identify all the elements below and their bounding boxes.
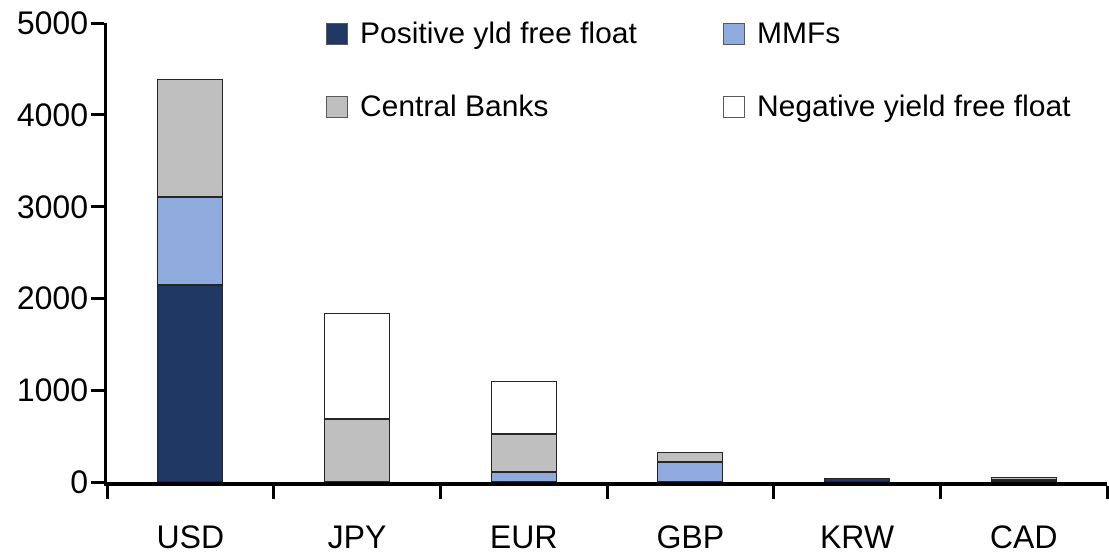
legend-item-negative-yield-free-float: Negative yield free float	[723, 91, 1071, 123]
y-axis-tick-label: 0	[70, 464, 88, 500]
bar-segment-usd-positive-yld-free-float	[157, 284, 224, 482]
y-axis-tick	[91, 21, 104, 25]
bar-segment-cad-positive-yld-free-float	[990, 479, 1057, 482]
y-axis-tick	[91, 480, 104, 484]
bar-segment-krw-positive-yld-free-float	[824, 478, 890, 482]
x-axis-category-label-krw: KRW	[819, 519, 895, 555]
x-axis-category-label-cad: CAD	[989, 519, 1058, 555]
legend-label: Central Banks	[360, 90, 549, 123]
x-axis-tick	[772, 486, 776, 499]
y-axis-tick-label: 5000	[16, 5, 88, 41]
x-axis-category-label-usd: USD	[156, 519, 225, 555]
bar-segment-eur-negative-yield-free-float	[490, 380, 557, 434]
legend-swatch	[723, 96, 745, 118]
x-axis-category-label-jpy: JPY	[327, 519, 387, 555]
legend-label: Positive yld free float	[360, 17, 637, 50]
bar-segment-usd-mmfs	[157, 197, 224, 285]
legend-swatch	[326, 23, 348, 45]
y-axis-line	[104, 23, 107, 482]
bar-segment-gbp-central-banks	[657, 451, 724, 462]
x-axis-line	[104, 482, 1107, 486]
chart-legend: Positive yld free float MMFs Central Banks…	[326, 18, 1071, 123]
legend-item-central-banks: Central Banks	[326, 91, 723, 123]
x-axis-tick	[938, 486, 942, 499]
x-axis-tick	[272, 486, 276, 499]
y-axis-tick-label: 3000	[16, 188, 88, 225]
legend-swatch	[326, 96, 348, 118]
bar-segment-usd-central-banks	[157, 79, 224, 198]
bar-segment-gbp-mmfs	[657, 461, 724, 482]
legend-swatch	[723, 23, 745, 45]
bar-segment-cad-central-banks	[990, 476, 1057, 480]
x-axis-tick	[1105, 486, 1109, 499]
legend-label: MMFs	[757, 17, 841, 50]
bar-segment-eur-mmfs	[490, 471, 557, 482]
y-axis-tick	[91, 296, 104, 300]
bar-segment-jpy-negative-yield-free-float	[324, 313, 390, 419]
x-axis-category-label-eur: EUR	[489, 519, 558, 555]
y-axis-tick-label: 1000	[16, 372, 88, 409]
x-axis-tick	[105, 486, 109, 499]
bar-segment-jpy-central-banks	[324, 418, 390, 482]
y-axis-tick	[91, 205, 104, 209]
x-axis-tick	[438, 486, 442, 499]
y-axis-tick	[91, 113, 104, 117]
legend-item-mmfs: MMFs	[723, 18, 1071, 50]
y-axis-tick-label: 4000	[16, 96, 88, 133]
plot-area: 0 1000 2000 3000 4000 5000 USD JPY EUR GBP KRW CAD	[17, 7, 1109, 555]
legend-label: Negative yield free float	[757, 90, 1071, 123]
legend-item-positive-yld-free-float: Positive yld free float	[326, 18, 723, 50]
y-axis-tick-label: 2000	[16, 280, 88, 317]
bar-segment-eur-central-banks	[490, 433, 557, 472]
x-axis-category-label-gbp: GBP	[656, 519, 725, 555]
x-axis-tick	[605, 486, 609, 499]
y-axis-tick	[91, 388, 104, 392]
